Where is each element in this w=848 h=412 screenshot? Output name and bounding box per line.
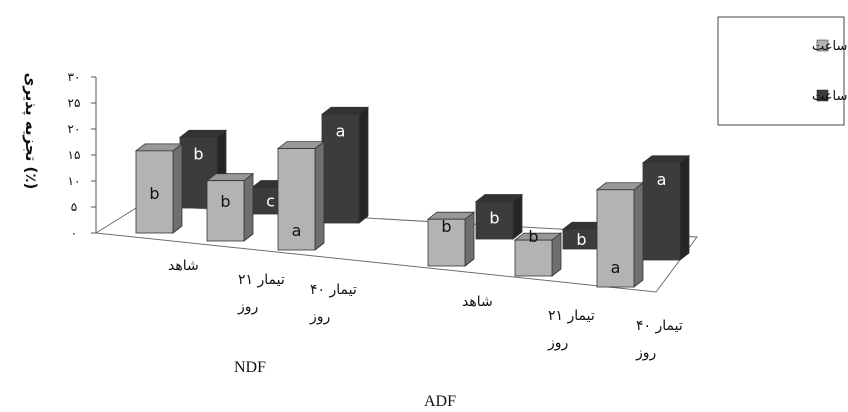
category-tick-label: روز (309, 309, 330, 325)
bar: b (205, 172, 255, 242)
bar-data-label: b (149, 184, 159, 203)
bars: b b c b a a b b b b a a (134, 106, 691, 288)
bar-data-label: b (193, 144, 203, 163)
bar-side (314, 140, 325, 251)
bar-side (464, 211, 475, 267)
bar-front (135, 150, 174, 234)
bar-data-label: a (292, 221, 302, 240)
bar-side (512, 193, 523, 240)
bar-front (206, 180, 245, 242)
legend-entry: ۹۶ ساعت (812, 89, 848, 104)
bar: a (276, 140, 326, 251)
legend-box (717, 16, 845, 126)
legend-entry: ۴۸ ساعت (812, 39, 848, 54)
legend: ۴۸ ساعت ۹۶ ساعت (717, 16, 848, 126)
bar-side (633, 181, 644, 288)
bar-data-label: b (528, 227, 538, 246)
category-tick-label: شاهد (168, 258, 199, 274)
bar-data-label: a (336, 121, 346, 140)
y-axis: ۰ ۵ ۱۰ ۱۵ ۲۰ ۲۵ ۳۰ (68, 70, 97, 240)
category-tick-label: روز (547, 335, 568, 351)
category-tick-label: روز (635, 345, 656, 361)
y-tick-label: ۰ (71, 226, 77, 240)
bar-front (321, 113, 360, 224)
bar-side (172, 143, 183, 234)
group-label: NDF (234, 359, 266, 376)
category-tick-label: تیمار ۲۱ (238, 272, 285, 288)
bar-front (514, 239, 553, 277)
bar: a (641, 154, 691, 261)
bar: b (134, 143, 184, 234)
bar-data-label: b (441, 217, 451, 236)
bar-data-label: b (220, 192, 230, 211)
bar-front (642, 162, 681, 261)
bar: b (426, 211, 476, 267)
y-tick-label: ۲۵ (68, 96, 81, 110)
bar-data-label: b (576, 230, 586, 249)
bar-data-label: b (489, 209, 499, 228)
bar: a (320, 106, 370, 224)
y-axis-title: تجزیه پذیری (٪) (21, 73, 40, 190)
y-tick-label: ۳۰ (68, 70, 81, 84)
bar-front (596, 189, 635, 288)
y-tick-label: ۱۰ (68, 174, 81, 188)
y-tick-label: ۵ (71, 200, 77, 214)
bar: b (474, 193, 524, 240)
bar-front (475, 201, 514, 240)
bar-front (427, 218, 466, 267)
bar-side (679, 154, 690, 261)
category-tick-label: روز (237, 299, 258, 315)
category-tick-label: تیمار ۴۰ (310, 282, 357, 298)
y-tick-label: ۲۰ (68, 122, 81, 136)
bar-data-label: a (611, 258, 621, 277)
bar: b (513, 227, 563, 277)
bar-side (358, 106, 369, 224)
category-tick-label: شاهد (462, 294, 493, 310)
legend-swatch (816, 39, 829, 52)
category-labels: شاهد تیمار ۲۱ روز تیمار ۴۰ روز شاهد تیمار ۲۱ رو… (168, 258, 683, 410)
y-tick-label: ۱۵ (68, 148, 81, 162)
bar-data-label: a (657, 170, 667, 189)
bar-data-label: c (266, 192, 275, 211)
category-tick-label: تیمار ۴۰ (636, 318, 683, 334)
group-label: ADF (424, 393, 456, 410)
bar-side (243, 172, 254, 242)
bar-front (277, 148, 316, 251)
category-tick-label: تیمار ۲۱ (548, 308, 595, 324)
legend-swatch (816, 89, 829, 102)
bar: a (595, 181, 645, 288)
